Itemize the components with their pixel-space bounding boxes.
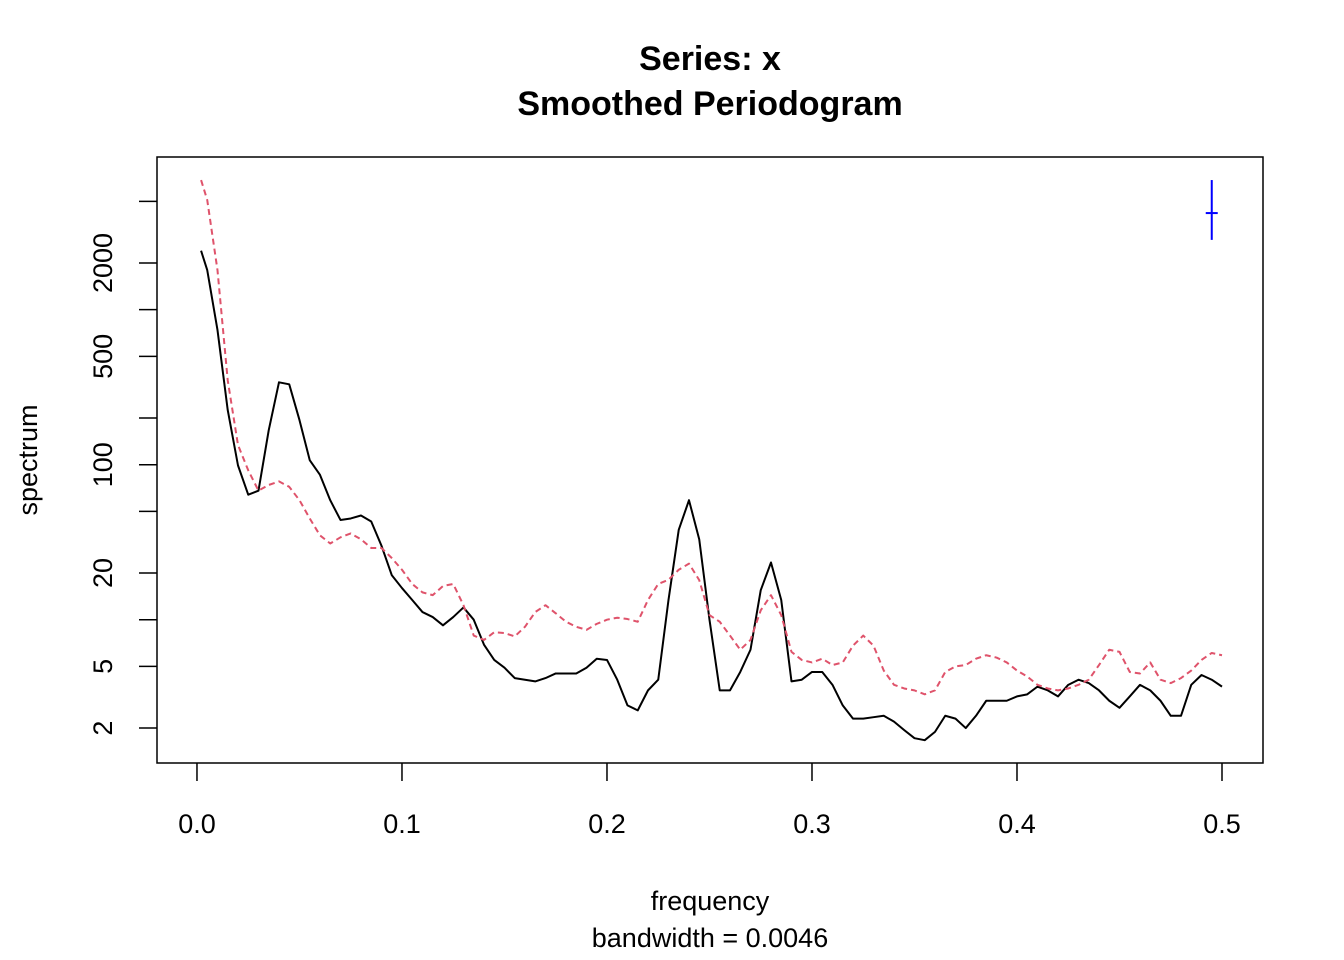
y-tick-label: 20: [88, 558, 118, 588]
y-tick-label: 2: [88, 721, 118, 736]
x-tick-label: 0.1: [383, 809, 421, 839]
x-tick-label: 0.0: [178, 809, 216, 839]
x-tick-label: 0.2: [588, 809, 626, 839]
x-axis-label: frequency: [651, 886, 770, 916]
chart-subtitle: Smoothed Periodogram: [517, 85, 902, 123]
spectrum-line: [200, 179, 1223, 696]
plot-box: [156, 156, 1264, 764]
x-tick-label: 0.5: [1203, 809, 1241, 839]
x-axis-sublabel: bandwidth = 0.0046: [592, 923, 828, 953]
y-tick-label: 5: [88, 659, 118, 674]
chart-title: Series: x: [639, 40, 781, 78]
y-tick-label: 100: [88, 442, 118, 487]
y-tick-label: 2000: [88, 233, 118, 293]
y-axis-label: spectrum: [13, 404, 43, 515]
x-tick-label: 0.3: [793, 809, 831, 839]
x-tick-label: 0.4: [998, 809, 1036, 839]
y-tick-label: 500: [88, 334, 118, 379]
spectrum-line: [200, 250, 1223, 742]
